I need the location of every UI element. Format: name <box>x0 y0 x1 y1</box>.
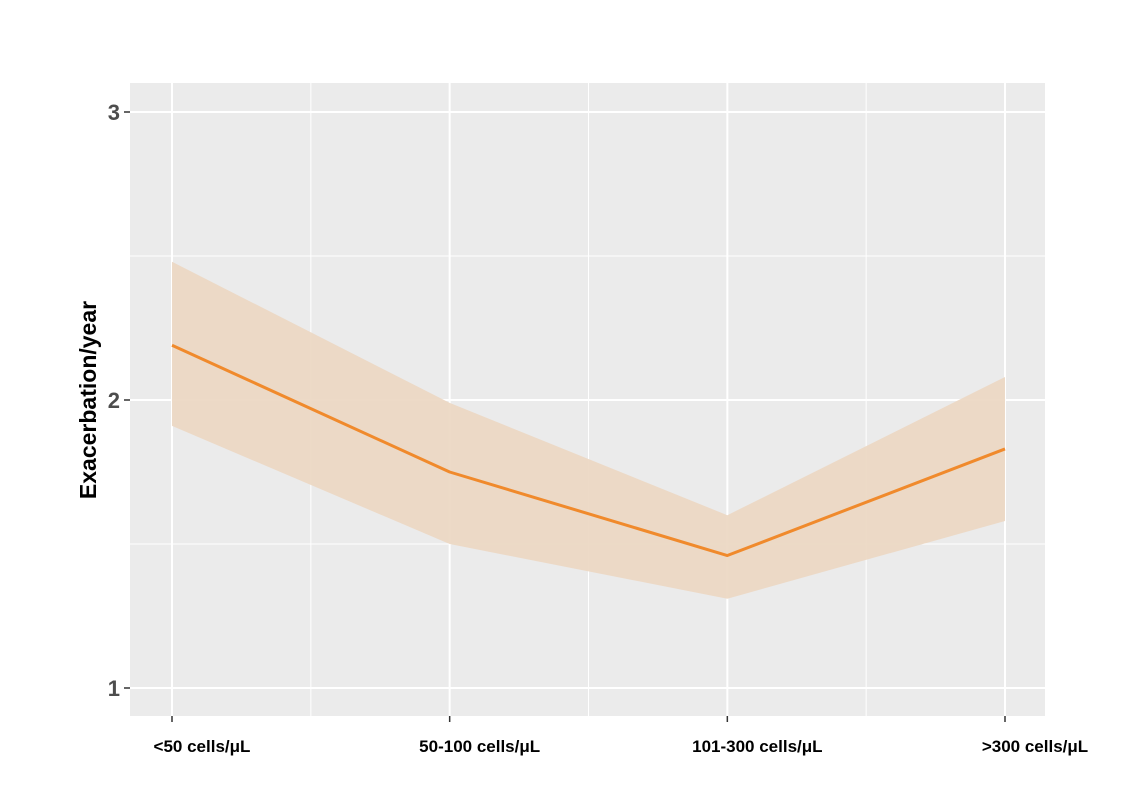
y-tick-label: 3 <box>108 100 120 125</box>
x-tick-label: >300 cells/μL <box>982 737 1088 756</box>
x-axis: <50 cells/μL 50-100 cells/μL 101-300 cells… <box>154 716 1088 756</box>
x-tick-label: <50 cells/μL <box>154 737 251 756</box>
y-axis-title: Exacerbation/year <box>75 301 101 499</box>
x-tick-label: 50-100 cells/μL <box>419 737 540 756</box>
x-tick-label: 101-300 cells/μL <box>692 737 822 756</box>
y-axis: 1 2 3 <box>108 100 130 701</box>
series-line <box>171 343 1006 558</box>
y-tick-label: 2 <box>108 388 120 413</box>
confidence-band <box>172 261 1005 599</box>
y-tick-label: 1 <box>108 676 120 701</box>
